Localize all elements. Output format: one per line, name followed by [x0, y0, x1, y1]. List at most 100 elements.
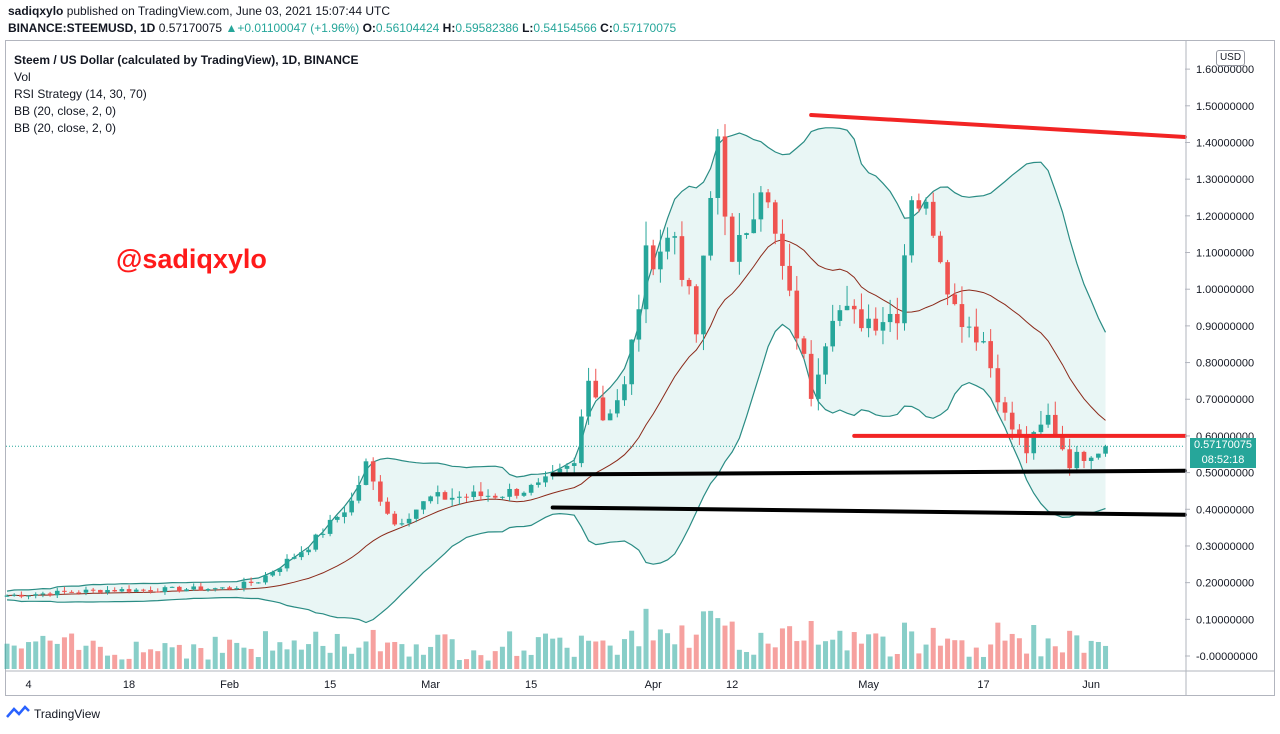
- volume-bar: [557, 637, 563, 669]
- volume-bar: [937, 645, 943, 669]
- volume-bar: [586, 640, 592, 669]
- volume-bar: [1059, 652, 1065, 669]
- candle-body: [966, 326, 972, 328]
- candle-body: [514, 488, 520, 496]
- volume-bar: [952, 640, 958, 669]
- volume-bar: [564, 647, 570, 669]
- candle-body: [622, 384, 627, 401]
- candle-body: [1024, 435, 1029, 454]
- high-label: H:: [442, 21, 456, 35]
- volume-bar: [808, 620, 814, 669]
- legend-vol[interactable]: Vol: [14, 70, 31, 84]
- volume-bar: [262, 631, 268, 669]
- candle-body: [600, 397, 606, 421]
- legend-bb-1[interactable]: BB (20, close, 2, 0): [14, 104, 117, 118]
- legend-title[interactable]: Steem / US Dollar (calculated by Trading…: [14, 53, 359, 67]
- candle-body: [62, 590, 67, 592]
- candle-body: [1060, 436, 1065, 450]
- volume-bar: [866, 634, 872, 669]
- legend-rsi[interactable]: RSI Strategy (14, 30, 70): [14, 87, 147, 101]
- candle-body: [263, 575, 268, 583]
- volume-bar: [1024, 653, 1030, 669]
- y-tick-label: 0.70000000: [1196, 394, 1254, 406]
- volume-bar: [234, 642, 240, 669]
- candle-body: [974, 326, 979, 343]
- candle-body: [665, 237, 670, 252]
- candlesticks: [4, 124, 1108, 600]
- candle-body: [363, 461, 369, 485]
- candle-body: [787, 265, 792, 291]
- red-trendline: [809, 112, 1187, 139]
- candle-body: [851, 305, 857, 310]
- volume-bar: [930, 627, 936, 669]
- volume-bar: [428, 646, 434, 669]
- volume-bar: [528, 654, 534, 669]
- author-name[interactable]: sadiqxylo: [8, 4, 64, 18]
- candle-body: [830, 320, 835, 347]
- volume-bar: [643, 608, 649, 669]
- candle-body: [457, 496, 462, 498]
- candle-body: [141, 589, 146, 591]
- candle-body: [256, 582, 261, 584]
- volume-bar: [715, 618, 721, 669]
- candle-body: [492, 495, 498, 498]
- volume-bar: [492, 651, 498, 669]
- candle-body: [794, 290, 800, 339]
- last-price-label: 0.57170075 08:52:18: [1190, 438, 1256, 468]
- volume-bar: [169, 647, 175, 669]
- candle-body: [342, 512, 347, 517]
- volume-bar: [693, 634, 699, 669]
- volume-bar: [980, 656, 986, 669]
- candle-body: [1009, 412, 1015, 430]
- candle-body: [76, 592, 82, 594]
- volume-bar: [133, 641, 139, 669]
- candle-body: [873, 318, 879, 331]
- candle-body: [679, 236, 685, 280]
- volume-bar: [672, 644, 678, 669]
- candle-body: [823, 346, 828, 375]
- candle-body: [198, 586, 204, 591]
- currency-badge[interactable]: USD: [1216, 50, 1245, 66]
- candle-body: [945, 262, 950, 295]
- volume-bar: [902, 622, 907, 669]
- volume-bar: [535, 637, 541, 669]
- volume-bar: [1016, 638, 1022, 669]
- candle-body: [69, 591, 74, 593]
- volume-bar: [255, 657, 261, 669]
- x-tick-label: 17: [977, 679, 989, 691]
- candle-body: [126, 589, 132, 592]
- publish-info: sadiqxylo published on TradingView.com, …: [8, 4, 390, 19]
- volume-bar: [126, 658, 132, 669]
- candle-body: [1017, 429, 1022, 436]
- volume-bar: [521, 650, 527, 669]
- volume-bar: [356, 647, 362, 669]
- y-tick-label: 1.40000000: [1196, 137, 1254, 149]
- volume-bar: [758, 632, 764, 669]
- candle-body: [629, 339, 634, 385]
- volume-bar: [550, 638, 556, 669]
- volume-bar: [4, 643, 10, 669]
- volume-bar: [1045, 638, 1051, 669]
- candle-body: [816, 374, 821, 399]
- volume-bar: [97, 646, 103, 669]
- volume-bar: [349, 653, 355, 669]
- candle-body: [916, 200, 922, 209]
- candle-body: [105, 589, 110, 593]
- trendlines: [550, 112, 1187, 517]
- candle-body: [248, 581, 254, 583]
- volume-bar: [435, 634, 441, 669]
- candle-body: [801, 338, 807, 354]
- candle-body: [54, 590, 60, 596]
- volume-bar: [959, 640, 965, 669]
- tradingview-brand: TradingView: [34, 706, 101, 721]
- candle-body: [155, 591, 161, 593]
- volume-bar: [945, 638, 951, 669]
- tradingview-footer[interactable]: TradingView: [6, 705, 100, 722]
- volume-bar: [176, 644, 182, 669]
- volume-bar: [69, 633, 75, 669]
- legend-bb-2[interactable]: BB (20, close, 2, 0): [14, 121, 117, 135]
- volume-bar: [485, 660, 491, 669]
- candle-body: [536, 482, 541, 485]
- candle-body: [313, 534, 319, 550]
